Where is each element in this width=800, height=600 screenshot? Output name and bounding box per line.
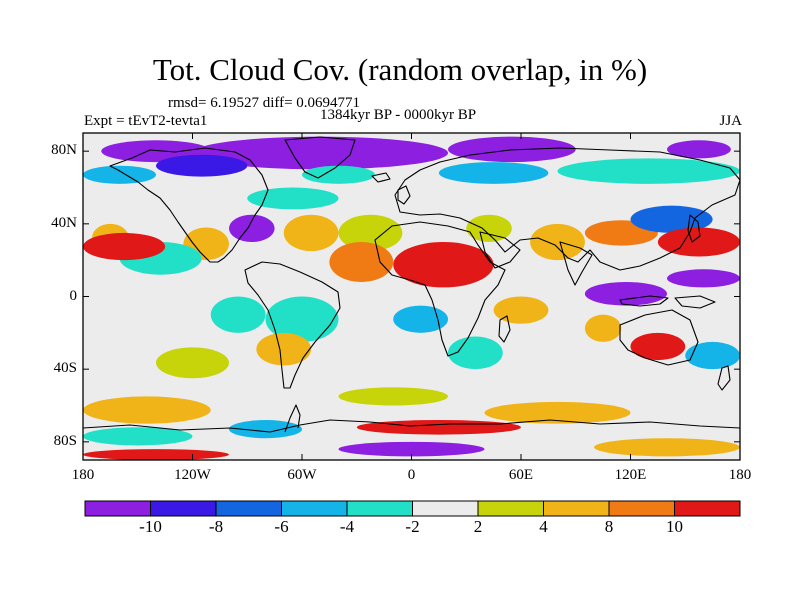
anomaly-region-red: [83, 449, 229, 460]
anomaly-region-yellow: [466, 214, 512, 242]
coast-antarctica: [83, 419, 740, 433]
anomaly-region-dorange: [329, 242, 394, 282]
anomaly-region-orange: [493, 296, 549, 324]
anomaly-region-red: [83, 232, 166, 261]
anomaly-region-red: [393, 242, 494, 288]
anomaly-region-purple: [192, 136, 448, 170]
plot-title: Tot. Cloud Cov. (random overlap, in %): [152, 52, 648, 87]
colorbar-label: -8: [208, 517, 224, 536]
anomaly-region-yellow: [338, 214, 403, 252]
season-label: JJA: [719, 113, 742, 129]
anomaly-region-teal: [247, 187, 339, 210]
lon-tick-label: 120E: [614, 467, 647, 483]
lon-tick-label: 60W: [287, 467, 317, 483]
anomaly-region-red: [356, 420, 521, 435]
anomaly-region-cyan: [229, 420, 302, 439]
colorbar-label: -10: [139, 517, 162, 536]
rmsd-diff-stats: rmsd= 6.19527 diff= 0.0694771: [168, 95, 361, 111]
cloud-anomaly-field: [83, 136, 740, 460]
anomaly-region-cyan: [393, 305, 448, 333]
lon-tick-label: 60E: [508, 467, 534, 483]
anomaly-region-orange: [484, 401, 631, 424]
coast-japan: [687, 214, 701, 243]
colorbar-label: 4: [539, 517, 548, 536]
lat-tick-label: 80S: [53, 432, 77, 449]
anomaly-region-teal: [557, 158, 740, 184]
anomaly-region-teal: [265, 296, 339, 342]
colorbar-label: -6: [274, 517, 289, 536]
colorbar-swatch: [84, 500, 151, 517]
anomaly-region-cyan: [83, 165, 156, 184]
time-period-label: 1384kyr BP - 0000kyr BP: [320, 107, 477, 123]
lat-tick-label: 40N: [51, 214, 77, 231]
coast-africa: [374, 221, 506, 357]
colorbar-swatch: [674, 500, 741, 517]
coast-india: [559, 241, 593, 286]
coast-iceland: [371, 172, 391, 183]
colorbar-swatch: [477, 500, 544, 517]
anomaly-region-orange: [584, 314, 622, 342]
anomaly-region-purple: [667, 140, 731, 159]
anomaly-region-teal: [210, 296, 266, 333]
coast-greenland: [284, 136, 356, 179]
coast-eurasia: [394, 147, 740, 271]
coast-arabia: [479, 231, 521, 269]
longitude-ticks: [82, 133, 741, 460]
anomaly-region-teal: [83, 427, 193, 446]
colorbar-swatch: [543, 500, 610, 517]
colorbar-swatch: [608, 500, 675, 517]
colorbar-swatch: [412, 500, 479, 517]
anomaly-region-teal: [448, 336, 503, 370]
anomaly-region-red: [630, 332, 686, 361]
colorbar-label: -2: [405, 517, 420, 536]
colorbar-swatch: [215, 500, 282, 517]
colorbar-label: -4: [339, 517, 355, 536]
colorbar-swatch: [150, 500, 217, 517]
coast-new-guinea: [674, 295, 716, 309]
colorbar-label: 10: [666, 517, 683, 536]
coast-south-america: [244, 261, 341, 389]
colorbar: [84, 500, 741, 517]
anomaly-region-orange: [530, 223, 585, 261]
anomaly-region-purple: [584, 281, 667, 306]
coast-madagascar: [498, 315, 511, 343]
anomaly-region-purple: [448, 136, 576, 163]
lon-tick-label: 0: [407, 467, 416, 483]
anomaly-region-cyan: [438, 162, 549, 184]
colorbar-label: 8: [604, 517, 614, 536]
colorbar-swatch: [346, 500, 413, 517]
anomaly-region-orange: [256, 332, 312, 366]
anomaly-region-cyan: [685, 341, 740, 370]
latitude-ticks: [83, 150, 740, 443]
anomaly-region-yellow: [338, 387, 448, 406]
coast-antarctic-peninsula: [284, 404, 301, 433]
anomaly-region-purple: [667, 269, 740, 288]
lat-tick-label: 80N: [51, 142, 77, 159]
anomaly-region-purple: [338, 441, 485, 457]
coast-maritime-continent: [619, 295, 669, 307]
experiment-label: Expt = tEvT2-tevta1: [84, 113, 208, 129]
coast-new-zealand: [717, 365, 731, 391]
anomaly-region-blue: [156, 154, 248, 177]
coast-british-isles: [397, 185, 411, 205]
lon-tick-label: 180: [71, 467, 95, 483]
coast-australia: [619, 309, 699, 366]
colorbar-label: 2: [473, 517, 483, 536]
anomaly-region-orange: [594, 438, 740, 457]
anomaly-region-orange: [83, 396, 211, 424]
coast-north-america: [109, 147, 269, 263]
anomaly-region-yellow: [156, 347, 229, 379]
anomaly-region-orange: [283, 214, 339, 252]
coastlines: [83, 136, 740, 433]
lat-tick-label: 40S: [53, 360, 77, 377]
colorbar-swatch: [281, 500, 348, 517]
lon-tick-label: 120W: [174, 467, 211, 483]
anomaly-region-teal: [302, 165, 375, 184]
lat-tick-label: 0: [69, 287, 78, 304]
anomaly-region-purple: [229, 214, 275, 242]
lon-tick-label: 180: [728, 467, 752, 483]
